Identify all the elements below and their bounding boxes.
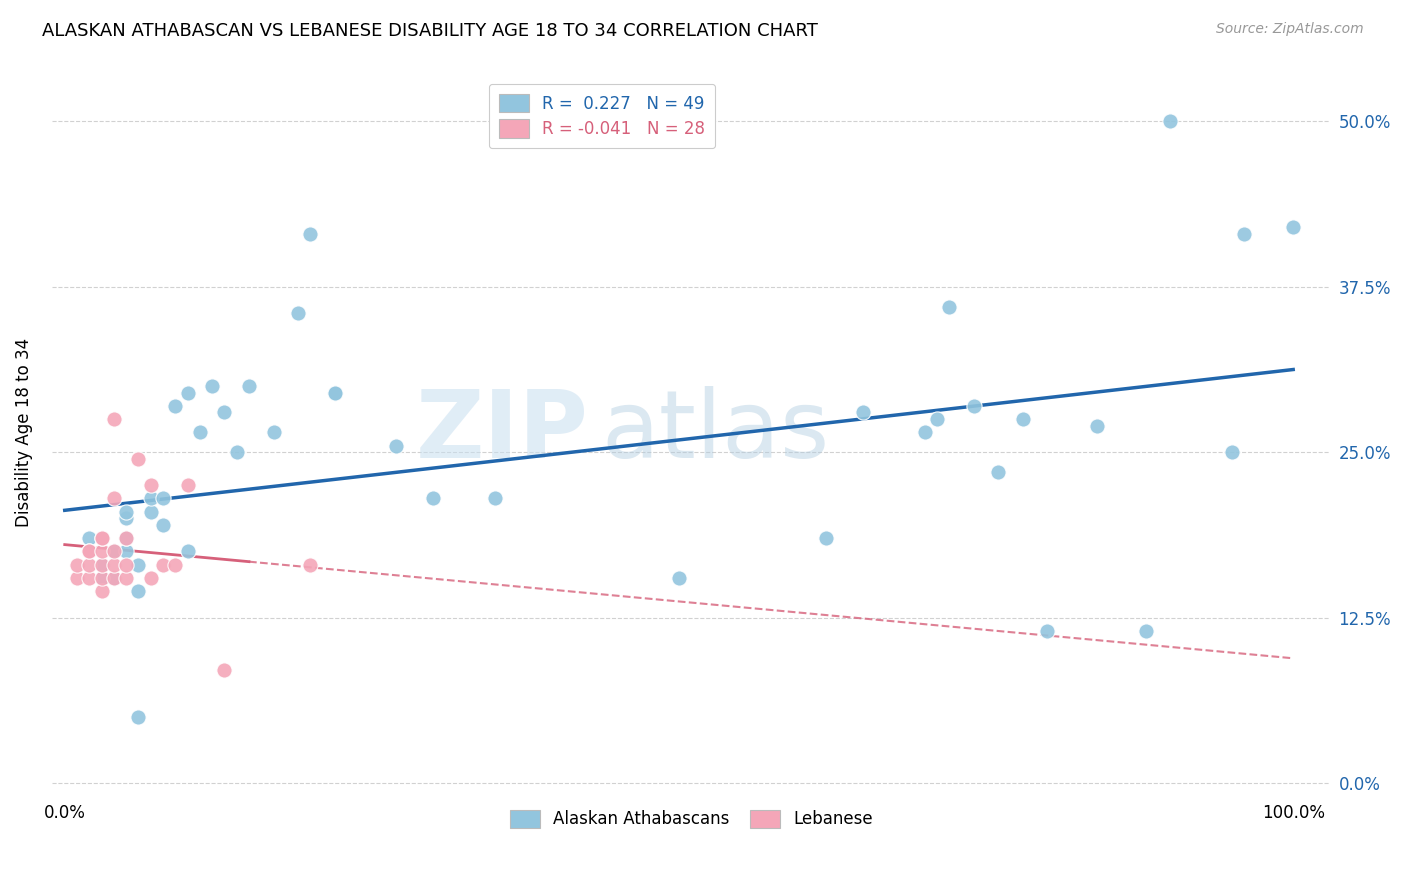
Point bbox=[90, 558, 112, 572]
Point bbox=[925, 412, 948, 426]
Point bbox=[422, 491, 444, 506]
Point bbox=[225, 445, 247, 459]
Point bbox=[1012, 412, 1035, 426]
Point bbox=[263, 425, 285, 440]
Point bbox=[115, 571, 138, 585]
Point bbox=[287, 306, 309, 320]
Point bbox=[66, 558, 89, 572]
Point bbox=[938, 300, 960, 314]
Point bbox=[152, 558, 174, 572]
Point bbox=[115, 531, 138, 545]
Point bbox=[165, 558, 187, 572]
Point bbox=[103, 544, 125, 558]
Point bbox=[90, 544, 112, 558]
Point bbox=[79, 544, 101, 558]
Point bbox=[484, 491, 506, 506]
Point bbox=[176, 478, 198, 492]
Point bbox=[1220, 445, 1243, 459]
Point bbox=[127, 451, 149, 466]
Point bbox=[214, 664, 236, 678]
Point bbox=[188, 425, 211, 440]
Point bbox=[176, 385, 198, 400]
Point bbox=[103, 412, 125, 426]
Point bbox=[914, 425, 936, 440]
Point bbox=[139, 478, 162, 492]
Point bbox=[127, 584, 149, 599]
Point bbox=[214, 405, 236, 419]
Point bbox=[115, 544, 138, 558]
Point bbox=[90, 571, 112, 585]
Point bbox=[90, 531, 112, 545]
Point bbox=[323, 385, 346, 400]
Point bbox=[987, 465, 1010, 479]
Point bbox=[299, 558, 322, 572]
Legend: Alaskan Athabascans, Lebanese: Alaskan Athabascans, Lebanese bbox=[503, 803, 879, 835]
Point bbox=[79, 558, 101, 572]
Point bbox=[299, 227, 322, 241]
Point bbox=[139, 505, 162, 519]
Point bbox=[852, 405, 875, 419]
Point bbox=[1135, 624, 1157, 638]
Point bbox=[115, 505, 138, 519]
Point bbox=[90, 571, 112, 585]
Point bbox=[385, 438, 408, 452]
Point bbox=[103, 544, 125, 558]
Point bbox=[115, 558, 138, 572]
Point bbox=[1233, 227, 1256, 241]
Point bbox=[152, 491, 174, 506]
Point bbox=[103, 544, 125, 558]
Point bbox=[1159, 114, 1181, 128]
Point bbox=[815, 531, 838, 545]
Point bbox=[1282, 220, 1305, 235]
Point bbox=[90, 584, 112, 599]
Text: Source: ZipAtlas.com: Source: ZipAtlas.com bbox=[1216, 22, 1364, 37]
Point bbox=[103, 558, 125, 572]
Point bbox=[115, 531, 138, 545]
Point bbox=[963, 399, 986, 413]
Point bbox=[165, 399, 187, 413]
Point bbox=[1085, 418, 1108, 433]
Text: ALASKAN ATHABASCAN VS LEBANESE DISABILITY AGE 18 TO 34 CORRELATION CHART: ALASKAN ATHABASCAN VS LEBANESE DISABILIT… bbox=[42, 22, 818, 40]
Text: atlas: atlas bbox=[602, 386, 830, 478]
Text: ZIP: ZIP bbox=[416, 386, 589, 478]
Point bbox=[668, 571, 690, 585]
Point bbox=[323, 385, 346, 400]
Point bbox=[66, 571, 89, 585]
Point bbox=[201, 379, 224, 393]
Point bbox=[103, 491, 125, 506]
Point bbox=[90, 558, 112, 572]
Point bbox=[90, 531, 112, 545]
Y-axis label: Disability Age 18 to 34: Disability Age 18 to 34 bbox=[15, 338, 32, 527]
Point bbox=[79, 571, 101, 585]
Point bbox=[238, 379, 260, 393]
Point bbox=[79, 531, 101, 545]
Point bbox=[139, 491, 162, 506]
Point bbox=[152, 517, 174, 532]
Point bbox=[115, 511, 138, 525]
Point bbox=[79, 544, 101, 558]
Point bbox=[127, 558, 149, 572]
Point bbox=[1036, 624, 1059, 638]
Point bbox=[103, 571, 125, 585]
Point bbox=[127, 709, 149, 723]
Point bbox=[103, 571, 125, 585]
Point bbox=[139, 571, 162, 585]
Point bbox=[176, 544, 198, 558]
